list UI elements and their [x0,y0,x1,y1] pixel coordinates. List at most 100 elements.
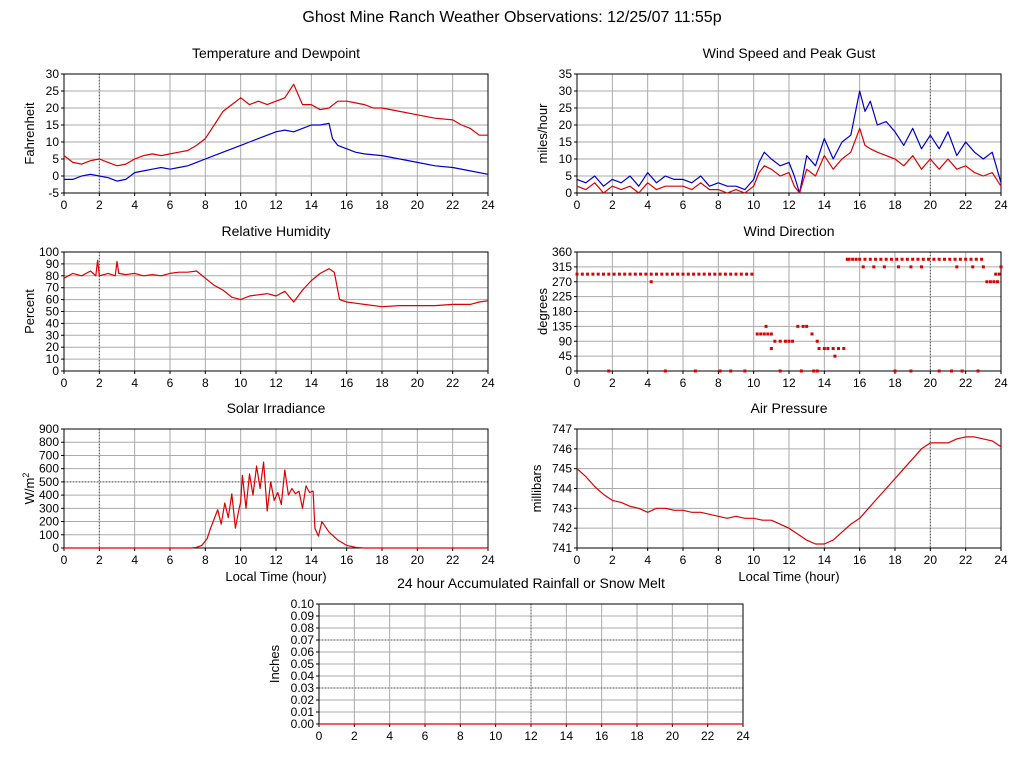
data-point [812,369,816,373]
data-point [932,257,936,261]
x-tick-label: 22 [701,729,715,743]
data-point [660,272,664,276]
data-point [884,257,888,261]
data-point [905,257,909,261]
x-tick-label: 16 [340,376,354,390]
y-tick-label: 744 [552,482,572,496]
data-point [639,272,643,276]
data-point [980,257,984,261]
y-tick-label: 400 [39,488,59,502]
y-tick-label: 80 [46,269,60,283]
y-tick-label: 45 [559,349,573,363]
y-tick-label: 800 [39,435,59,449]
x-tick-label: 14 [818,198,832,212]
data-point [992,280,996,284]
data-point [787,339,791,343]
x-tick-label: 0 [61,376,68,390]
y-axis-label-text: millibars [529,464,544,512]
x-tick-label: 12 [524,729,538,743]
y-tick-label: 20 [46,340,60,354]
data-point [815,339,819,343]
data-point [897,265,901,269]
x-tick-label: 20 [411,198,425,212]
y-axis-label: Percent [22,289,37,334]
data-point [999,265,1003,269]
x-tick-label: 22 [446,553,460,567]
x-tick-label: 12 [782,198,796,212]
data-point [718,272,722,276]
x-tick-label: 16 [595,729,609,743]
y-tick-label: 30 [46,67,60,81]
y-tick-label: 30 [46,328,60,342]
x-tick-label: 16 [853,376,867,390]
y-axis-label-text: degrees [535,288,550,335]
data-point [822,347,826,351]
y-tick-label: 25 [559,101,573,115]
y-tick-label: 100 [39,245,59,259]
x-tick-label: 6 [680,376,687,390]
data-point [755,332,759,336]
data-point [997,272,1001,276]
data-point [858,257,862,261]
y-tick-label: 741 [552,541,572,555]
series-red-points [575,257,1003,373]
x-tick-label: 12 [782,376,796,390]
data-point [895,257,899,261]
data-point [948,257,952,261]
x-tick-label: 0 [316,729,323,743]
data-point [893,369,897,373]
x-tick-label: 4 [644,553,651,567]
y-tick-label: 746 [552,442,572,456]
series-red-line [63,259,489,308]
data-point [911,257,915,261]
data-point [697,272,701,276]
x-tick-label: 24 [481,376,495,390]
data-point [799,369,803,373]
x-axis-label: Local Time (hour) [225,569,326,584]
y-tick-label: 0.00 [291,717,315,731]
data-point [778,369,782,373]
data-point [718,369,722,373]
x-tick-label: 0 [574,198,581,212]
x-tick-label: 16 [853,553,867,567]
x-tick-label: 10 [234,376,248,390]
data-point [817,347,821,351]
data-point [909,369,913,373]
y-tick-label: 0 [52,364,59,378]
data-point [681,272,685,276]
data-point [723,272,727,276]
x-tick-label: 4 [131,198,138,212]
chart-title: 24 hour Accumulated Rainfall or Snow Mel… [397,575,665,591]
series-red-line [576,436,1002,545]
y-tick-label: 500 [39,475,59,489]
x-tick-label: 12 [782,553,796,567]
data-point [676,272,680,276]
data-point [612,272,616,276]
x-tick-label: 0 [574,376,581,390]
data-point [778,339,782,343]
x-tick-label: 6 [422,729,429,743]
data-point [769,332,773,336]
data-point [796,324,800,328]
data-point [960,369,964,373]
y-tick-label: 90 [559,334,573,348]
data-point [851,257,855,261]
x-tick-label: 16 [340,553,354,567]
data-point [591,272,595,276]
data-point [955,265,959,269]
x-tick-label: 20 [924,553,938,567]
x-tick-label: 18 [630,729,644,743]
x-tick-label: 14 [818,553,832,567]
data-point [783,339,787,343]
y-tick-label: 10 [46,135,60,149]
page-title: Ghost Mine Ranch Weather Observations: 1… [302,9,721,26]
chart-title: Wind Direction [743,223,834,239]
y-tick-label: 20 [46,101,60,115]
x-tick-label: 4 [644,198,651,212]
x-tick-label: 10 [234,198,248,212]
data-point [842,347,846,351]
data-point [920,265,923,269]
